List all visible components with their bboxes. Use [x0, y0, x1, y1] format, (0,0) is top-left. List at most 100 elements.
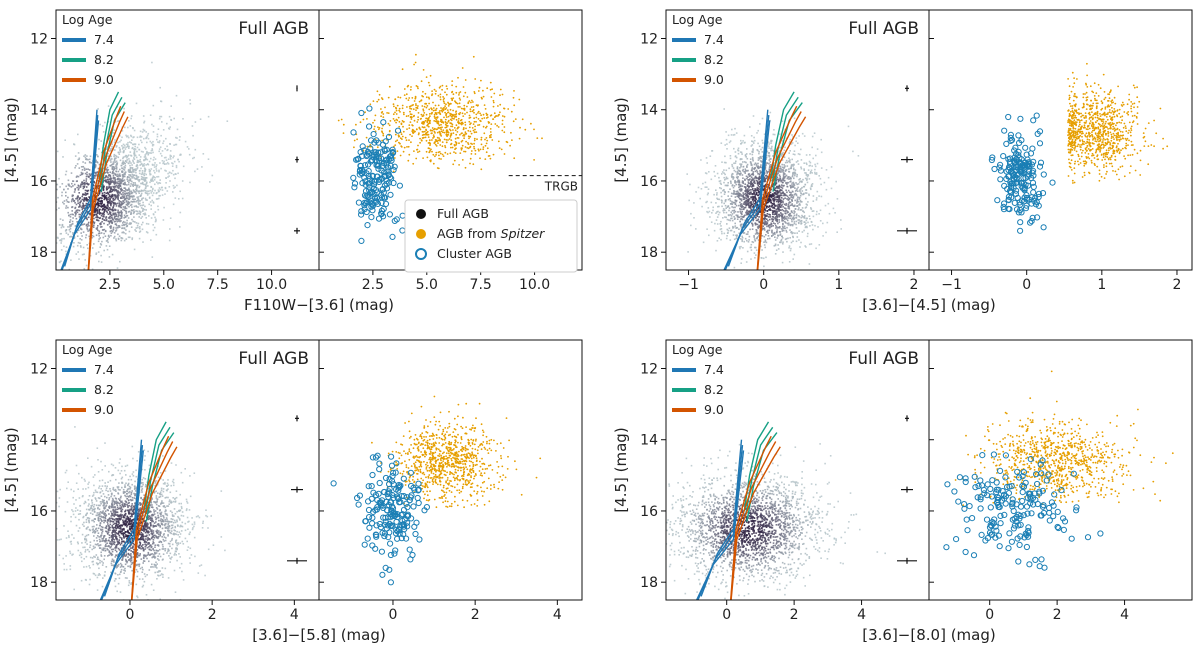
- cluster-agb-point: [1027, 493, 1034, 500]
- cluster-agb-point: [983, 516, 991, 523]
- x-tick-label: 4: [857, 607, 866, 623]
- legend-marker: [416, 209, 426, 219]
- cluster-agb-point: [1013, 187, 1020, 194]
- cluster-agb-point: [376, 520, 383, 528]
- x-tick-label: 2: [910, 277, 919, 293]
- cluster-agb-point: [1022, 479, 1029, 486]
- marker-legend-box: [404, 199, 578, 273]
- cluster-agb-point: [359, 180, 366, 187]
- isochrone-track: [723, 120, 771, 270]
- cluster-agb-point: [1036, 140, 1044, 147]
- cluster-agb-point: [1051, 491, 1058, 498]
- cluster-agb-point: [1020, 469, 1028, 476]
- agb-panel: [988, 62, 1169, 234]
- cluster-agb-point: [1024, 156, 1031, 163]
- cluster-agb-point: [994, 494, 1001, 501]
- cluster-agb-point: [981, 490, 988, 497]
- y-tick-label: 14: [30, 433, 48, 449]
- cluster-agb-point: [1016, 541, 1023, 549]
- y-tick-label: 14: [640, 103, 658, 119]
- cluster-agb-point: [1061, 518, 1069, 525]
- cluster-agb-point: [389, 503, 396, 510]
- x-tick-label: 4: [553, 607, 562, 623]
- cluster-agb-point: [366, 105, 373, 112]
- cluster-agb-point: [1043, 477, 1050, 484]
- cluster-agb-point: [944, 481, 951, 488]
- cluster-agb-point: [1049, 179, 1056, 186]
- cluster-agb-point: [403, 535, 410, 542]
- cluster-agb-point: [1036, 163, 1044, 170]
- cluster-agb-point: [378, 207, 385, 214]
- cluster-agb-point: [997, 467, 1004, 474]
- cluster-agb-point: [943, 544, 950, 551]
- y-tick-label: 18: [640, 245, 658, 261]
- cluster-agb-point: [381, 530, 388, 537]
- cluster-agb-point: [975, 482, 982, 490]
- cluster-agb-point: [377, 176, 384, 183]
- x-tick-label: 2: [471, 607, 480, 623]
- cluster-agb-point: [355, 155, 362, 162]
- cluster-agb-point: [416, 536, 423, 543]
- cluster-agb-point: [400, 493, 407, 500]
- cluster-agb-point: [1001, 511, 1008, 519]
- cluster-agb-point: [974, 494, 981, 501]
- x-tick-label: −1: [941, 277, 962, 293]
- cluster-agb-point: [1022, 144, 1029, 151]
- cluster-agb-point: [989, 154, 996, 161]
- cluster-agb-point: [366, 184, 373, 191]
- cluster-agb-point: [1033, 471, 1040, 478]
- agb-panel: [337, 53, 543, 244]
- cluster-agb-point: [1025, 160, 1032, 167]
- cluster-agb-point: [1000, 203, 1007, 210]
- cluster-agb-point: [1011, 147, 1018, 154]
- cluster-agb-point: [393, 460, 400, 467]
- x-tick-label: 5.0: [416, 277, 438, 293]
- cluster-agb-point: [1084, 534, 1092, 541]
- legend-age-label: 7.4: [94, 32, 114, 47]
- cluster-agb-point: [1017, 115, 1024, 122]
- cluster-agb-point: [1012, 144, 1019, 151]
- x-tick-label: 7.5: [470, 277, 492, 293]
- cluster-agb-point: [387, 510, 394, 517]
- cluster-agb-point: [358, 211, 365, 218]
- cluster-agb-point: [364, 222, 371, 229]
- cluster-agb-point: [988, 156, 996, 164]
- cluster-agb-point: [977, 494, 984, 501]
- cluster-agb-point: [393, 518, 400, 525]
- y-axis-label: [4.5] (mag): [2, 427, 20, 512]
- cluster-agb-point: [372, 454, 380, 461]
- cluster-agb-point: [962, 548, 969, 556]
- cluster-agb-point: [1026, 561, 1033, 568]
- cluster-agb-point: [365, 498, 372, 505]
- cluster-agb-point: [359, 143, 366, 150]
- cluster-agb-point: [994, 496, 1001, 504]
- cluster-agb-point: [382, 514, 389, 521]
- cluster-agb-point: [999, 488, 1006, 495]
- cluster-agb-point: [394, 127, 402, 134]
- cluster-agb-point: [370, 185, 377, 192]
- x-tick-label: 10.0: [519, 277, 550, 293]
- agb-panel: [330, 395, 542, 586]
- cluster-agb-point: [411, 486, 418, 493]
- cluster-agb-point: [1029, 214, 1036, 221]
- density-panel: [686, 91, 860, 270]
- cluster-agb-point: [374, 162, 381, 169]
- cluster-agb-point: [404, 504, 411, 511]
- x-axis-label: [3.6]−[4.5] (mag): [862, 296, 995, 314]
- cluster-agb-point: [366, 524, 373, 531]
- cluster-agb-point: [366, 180, 373, 187]
- legend-age-label: 9.0: [704, 72, 724, 87]
- cluster-agb-point: [993, 479, 1000, 486]
- x-tick-label: 4: [290, 607, 299, 623]
- x-tick-label: 2.5: [362, 277, 384, 293]
- cluster-agb-point: [1040, 171, 1047, 178]
- cluster-agb-point: [977, 505, 984, 512]
- cluster-agb-point: [373, 533, 380, 540]
- cluster-agb-point: [1013, 518, 1020, 525]
- cluster-agb-point: [991, 165, 998, 173]
- cluster-agb-point: [1017, 512, 1024, 520]
- cluster-agb-point: [358, 237, 365, 244]
- cluster-agb-point: [407, 556, 414, 563]
- cluster-agb-point: [1017, 160, 1025, 167]
- cluster-agb-point: [1041, 564, 1048, 571]
